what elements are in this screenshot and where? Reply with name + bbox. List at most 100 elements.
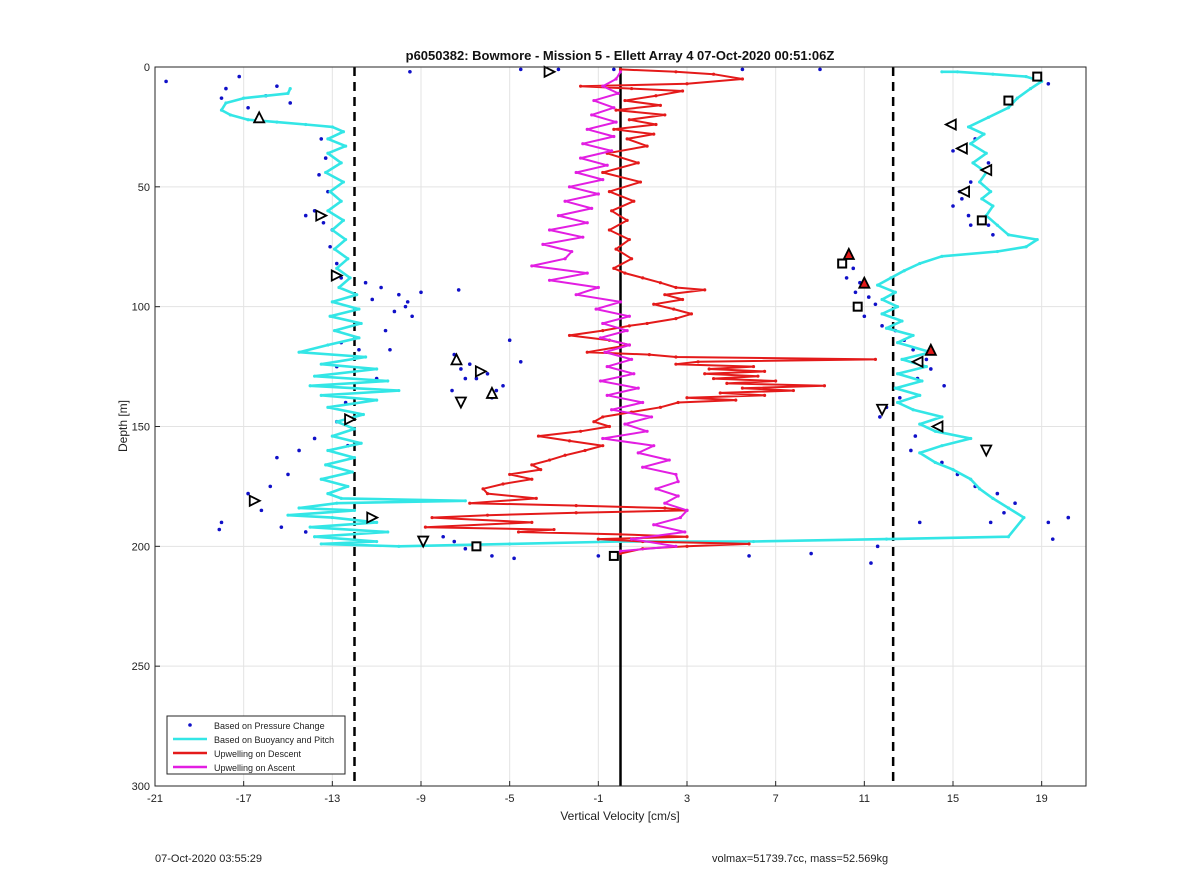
line-point — [625, 218, 629, 222]
line-point — [332, 247, 337, 251]
line-point — [563, 453, 567, 457]
x-tick-label: -5 — [505, 793, 515, 805]
pressure-point — [991, 232, 995, 237]
line-point — [350, 470, 354, 474]
pressure-point — [913, 434, 918, 438]
line-point — [304, 122, 308, 127]
line-point — [955, 70, 960, 74]
pressure-point — [463, 376, 468, 381]
line-point — [674, 285, 678, 290]
triangle-marker — [330, 269, 344, 282]
line-point — [344, 237, 348, 242]
line-point — [614, 247, 618, 251]
pressure-point — [328, 244, 332, 249]
line-point — [1024, 74, 1028, 79]
pressure-point — [388, 348, 392, 352]
line-point — [969, 436, 973, 441]
line-point — [751, 364, 756, 369]
line-point — [689, 312, 694, 316]
line-point — [971, 161, 975, 165]
pressure-point — [357, 348, 361, 352]
line-point — [326, 343, 330, 347]
line-point — [791, 388, 796, 393]
line-point — [297, 350, 301, 354]
pressure-point — [450, 388, 454, 393]
line-point — [339, 199, 343, 203]
pressure-point — [988, 520, 993, 525]
line-point — [264, 94, 268, 98]
pressure-point — [818, 67, 822, 72]
line-point — [629, 257, 634, 261]
line-point — [980, 197, 984, 201]
line-point — [361, 412, 365, 417]
pressure-point — [512, 556, 516, 561]
triangle-marker — [252, 110, 266, 124]
line-point — [893, 290, 897, 294]
line-point — [645, 144, 649, 148]
line-point — [598, 336, 603, 340]
line-point — [585, 271, 589, 275]
line-point — [623, 98, 627, 103]
square-marker — [1032, 71, 1043, 82]
pressure-point — [363, 280, 368, 285]
triangle-marker-red — [924, 342, 938, 356]
line-point — [629, 537, 634, 541]
line-point — [567, 439, 572, 443]
line-point — [330, 125, 334, 129]
line-point — [774, 379, 778, 383]
line-point — [508, 542, 512, 546]
line-point — [995, 249, 999, 254]
line-point — [603, 350, 607, 354]
line-point — [995, 223, 999, 227]
pressure-point — [951, 149, 955, 153]
line-point — [676, 494, 680, 498]
square-marker — [1003, 95, 1014, 106]
pressure-point — [507, 338, 512, 343]
pressure-point — [219, 520, 224, 525]
pressure-point — [288, 101, 293, 105]
pressure-point — [869, 561, 873, 565]
line-point — [485, 492, 490, 496]
pressure-point — [237, 74, 242, 79]
x-tick-label: -13 — [324, 793, 340, 805]
pressure-point — [456, 288, 461, 292]
chart-title: p6050382: Bowmore - Mission 5 - Ellett A… — [406, 48, 835, 63]
line-point — [275, 120, 279, 124]
square-marker — [852, 301, 863, 312]
line-point — [627, 324, 631, 328]
pressure-point — [419, 290, 423, 295]
line-point — [590, 206, 594, 211]
pressure-point — [485, 371, 490, 376]
line-point — [547, 458, 552, 462]
triangle-marker — [248, 494, 262, 508]
line-point — [652, 523, 656, 527]
line-point — [536, 434, 541, 438]
line-point — [740, 77, 745, 81]
line-point — [654, 487, 658, 491]
line-point — [570, 249, 574, 254]
legend-label: Upwelling on Ascent — [214, 763, 296, 773]
line-point — [636, 386, 640, 390]
series-line — [220, 70, 1043, 548]
x-tick-label: -1 — [593, 793, 603, 805]
line-point — [610, 209, 614, 213]
line-point — [918, 422, 922, 426]
pressure-point — [917, 520, 922, 525]
triangle-marker — [979, 444, 993, 458]
pressure-point — [851, 266, 856, 271]
line-point — [567, 333, 572, 338]
line-point — [348, 276, 352, 280]
line-point — [614, 108, 618, 112]
line-point — [313, 374, 317, 378]
line-point — [375, 539, 379, 544]
pressure-point — [459, 367, 463, 371]
line-point — [618, 70, 623, 74]
pressure-point — [259, 508, 264, 513]
line-point — [1028, 86, 1033, 91]
line-point — [612, 127, 616, 131]
line-point — [423, 525, 428, 529]
line-point — [607, 424, 612, 429]
line-point — [332, 329, 337, 333]
pressure-point — [880, 324, 884, 328]
line-point — [674, 362, 678, 366]
